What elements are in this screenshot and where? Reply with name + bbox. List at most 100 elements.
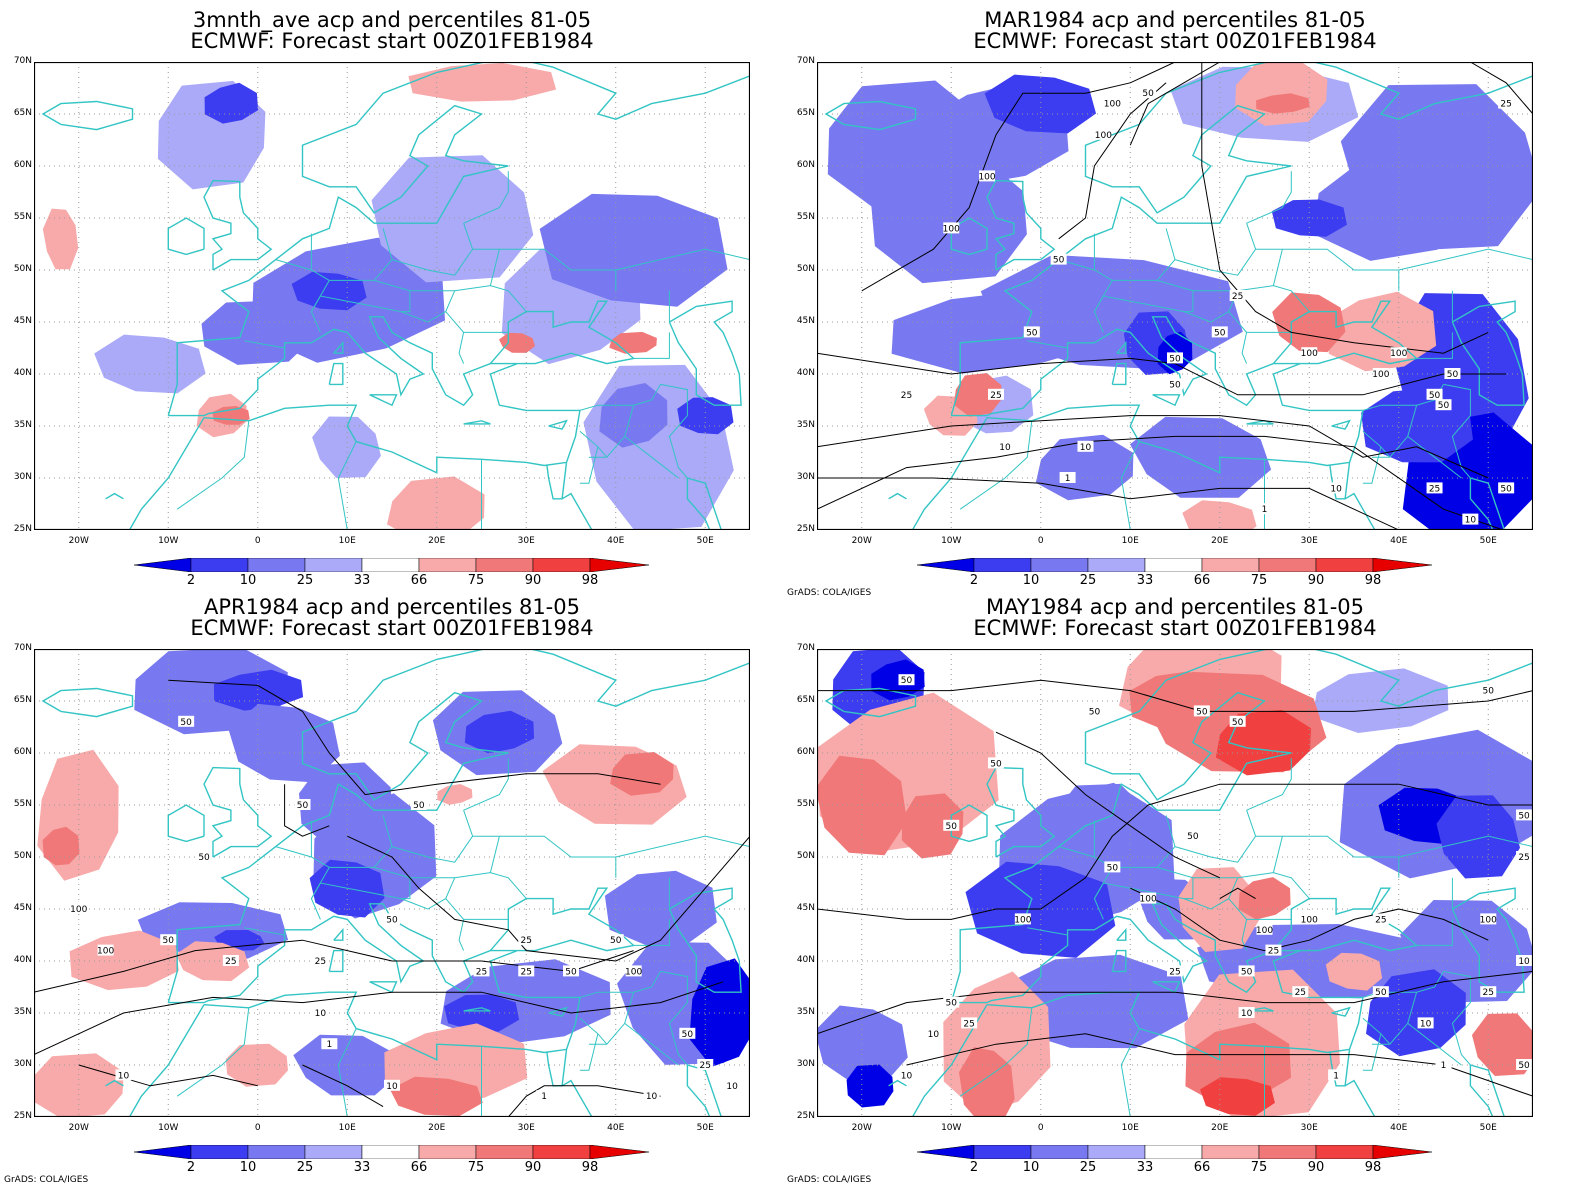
coastline [1111,949,1127,973]
contour-label: 10 [386,1082,398,1092]
colorbar-segment [304,1145,363,1159]
colorbar-label: 66 [1193,573,1211,588]
coastline [888,1079,907,1087]
contour-label: 25 [521,936,532,946]
coastline [687,477,723,530]
coastline [168,316,581,474]
precip-contour [1201,62,1489,354]
latitude-label: 50N [13,264,32,274]
coastline [1469,1065,1494,1117]
contour-label: 50 [198,853,210,863]
latitude-label: 60N [796,160,815,170]
low-percentile-area [444,994,520,1032]
latitude-label: 35N [796,1007,815,1017]
coastline [1344,492,1376,530]
colorbar-segment [1258,558,1317,572]
contour-label: 50 [386,915,398,925]
coastline [128,417,205,530]
contour-label: 100 [1095,131,1112,141]
colorbar-label: 90 [1307,573,1325,588]
contour-label: 1 [541,1092,547,1102]
colorbar-label: 2 [186,1160,196,1175]
map-frame [34,62,750,530]
contour-label-bg [1301,913,1318,925]
colorbar-arrow-high [589,558,650,572]
precip-contour [507,1085,661,1117]
contour-label-bg [1014,913,1031,925]
map-frame [34,649,750,1117]
contour-label: 50 [1429,391,1441,401]
longitude-label: 30E [1300,1123,1318,1133]
colorbar-label: 98 [581,1160,599,1175]
contour-label: 25 [1232,292,1243,302]
latitude-label: 45N [796,903,815,913]
contour-label-bg [1104,97,1121,109]
contour-label-bg [1229,715,1246,727]
country-border [1371,992,1418,1045]
colorbar-segment [418,1145,477,1159]
contour-label-bg [1444,368,1461,379]
contour-label: 100 [1140,895,1157,905]
panel-title: MAY1984 acp and percentiles 81-05 [985,595,1365,619]
contour-label: 25 [1375,915,1386,925]
coastline [1469,478,1494,530]
country-border [337,441,357,530]
country-border [391,810,474,863]
contour-label-bg [384,1079,400,1091]
coastline [1331,419,1351,430]
contour-label-bg [410,799,427,810]
high-percentile-area [1200,1077,1275,1116]
low-percentile-area [94,334,206,394]
contour-label: 1 [1333,1071,1339,1081]
latitude-label: 55N [13,799,32,809]
colorbar-arrow-high [589,1145,650,1159]
colorbar-label: 25 [296,1160,314,1175]
latitude-label: 30N [796,1059,815,1069]
longitude-label: 20E [1211,1123,1229,1133]
precip-contour [1219,887,1256,900]
contour-label-bg [943,996,960,1008]
high-percentile-area [1325,952,1383,991]
contour-label: 50 [1447,370,1459,380]
coastline [328,362,344,386]
low-percentile-area [539,193,728,307]
country-border [959,1007,1033,1097]
longitude-label: 40E [607,1123,625,1133]
colorbar-label: 90 [524,1160,542,1175]
contour-label: 50 [1089,707,1101,717]
contour-label-bg [222,955,239,966]
colorbar-segment [361,558,420,572]
coastline [1116,927,1127,941]
contour-label: 25 [901,391,912,401]
low-percentile-area [583,364,734,530]
coastline [369,394,398,407]
contour-label: 25 [1500,100,1511,110]
country-border [310,279,411,313]
contour-label-bg [1238,1007,1255,1018]
contour-label: 100 [625,967,642,977]
latitude-label: 30N [13,472,32,482]
coastline [463,1007,491,1012]
contour-label-bg [1256,503,1273,515]
panel-title: MAR1984 acp and percentiles 81-05 [984,8,1366,32]
panel-may1984: MAY1984 acp and percentiles 81-05 ECMWF: … [783,587,1581,1185]
high-percentile-area [390,1076,483,1117]
contour-label: 10 [1518,957,1530,967]
country-border [310,866,411,900]
contour-label: 50 [1187,832,1199,842]
longitude-label: 20E [1211,536,1229,546]
country-border [579,446,599,484]
contour-label: 50 [1196,707,1208,717]
country-border [579,1033,599,1071]
contour-label-bg [294,799,311,810]
coastline [950,804,988,843]
contour-label: 25 [700,1061,711,1071]
low-percentile-area [870,154,1027,284]
precip-contour [817,435,1505,530]
country-border [1174,223,1257,276]
colorbar-arrow-high [1372,558,1433,572]
country-border [1362,1033,1382,1071]
precip-contour [78,1064,258,1087]
high-percentile-area [1182,500,1257,530]
panel-mar1984: MAR1984 acp and percentiles 81-05 ECMWF: … [783,0,1581,598]
